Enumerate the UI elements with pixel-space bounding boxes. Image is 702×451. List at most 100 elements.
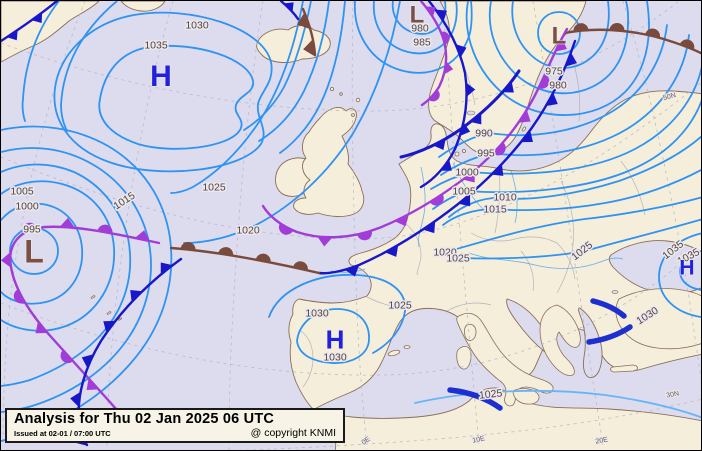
front-symbol-tri [81, 354, 94, 369]
front-symbol-semi [428, 90, 440, 102]
pressure-label: 1030 [305, 308, 329, 320]
copyright-notice: @ copyright KNMI [250, 427, 336, 439]
river-rhine [418, 166, 426, 248]
isobar [258, 1, 330, 142]
info-box: Analysis for Thu 02 Jan 2025 06 UTC Issu… [5, 408, 345, 443]
cold-front-denmark [399, 69, 521, 159]
front-symbol-tri [296, 12, 311, 30]
front-symbol-semi [538, 74, 550, 89]
pressure-label: 1000 [455, 167, 479, 179]
pressure-label: 1005 [452, 186, 476, 198]
great-britain-coast [293, 107, 365, 217]
isobar-1015-low [1, 147, 152, 413]
jet-streak-tunisia [447, 387, 503, 411]
azores-1 [90, 295, 96, 299]
isobar [60, 1, 118, 132]
pressure-label: 975 [545, 66, 563, 78]
front-symbol-tri [103, 320, 116, 333]
sicily-coast [512, 388, 540, 405]
river-danube [468, 252, 624, 269]
isobar-980-norway [391, 1, 447, 35]
front-symbol-tri [160, 262, 173, 275]
pressure-label: 1025 [478, 387, 503, 401]
front-symbol-semi [13, 289, 25, 304]
isobar-1000-low [1, 202, 83, 305]
isobar-1030-blacksea [658, 232, 701, 318]
isobar [279, 1, 346, 154]
isobar [354, 1, 473, 74]
front-symbol-semi [293, 261, 308, 271]
isobar-1030-spain [296, 308, 370, 364]
isobar-1005-low [1, 180, 115, 332]
azores-3 [118, 317, 122, 321]
jet-streak-south-aegean [586, 324, 633, 345]
pressure-centers-layer: H H H L L L [23, 1, 695, 355]
isobar [488, 1, 629, 95]
isobar-990 [438, 24, 668, 158]
isobar [511, 1, 610, 69]
front-symbol-tri [31, 12, 43, 23]
front-symbol-tri [555, 38, 567, 52]
shetland-islands [355, 97, 361, 103]
balearic-islands [387, 349, 401, 357]
jet-streak-north-aegean [590, 298, 627, 319]
low-pressure-center: L [552, 23, 567, 50]
gotland [521, 126, 527, 132]
lake-vanern [466, 110, 476, 116]
isobar-1035-high [98, 45, 254, 150]
azores-2 [106, 311, 112, 315]
river-vistula [510, 170, 518, 224]
pressure-label: 1005 [10, 186, 34, 198]
low-pressure-center: L [410, 2, 425, 29]
front-symbol-tri [466, 82, 476, 97]
pressure-label: 1030 [185, 20, 209, 32]
isobar-1020 [452, 196, 701, 251]
front-symbol-semi [573, 23, 589, 32]
occluded-front-channel [261, 27, 569, 239]
pressure-label: 1020 [433, 247, 457, 259]
pressure-label: 1015 [111, 190, 137, 213]
front-symbol-tri [459, 122, 471, 137]
front-symbol-tri [435, 9, 447, 22]
front-symbol-semi [609, 22, 625, 32]
pressure-label: 1015 [483, 204, 507, 216]
front-symbol-semi [278, 223, 293, 235]
front-symbol-tri [455, 44, 467, 58]
greenland-east-tip [120, 1, 166, 12]
high-pressure-center: H [326, 324, 345, 354]
front-symbol-tri [520, 130, 533, 143]
front-symbol-tri [303, 38, 316, 57]
isobar-1035-blacksea [679, 250, 701, 291]
front-symbol-tri [130, 290, 143, 302]
cold-front-sweden [419, 1, 468, 189]
front-symbol-tri [470, 113, 482, 125]
isobar-1000 [430, 66, 701, 190]
front-symbol-tri [1, 252, 11, 268]
isobar-985-norway [372, 1, 458, 55]
occluded-front-atlantic-spiral [9, 225, 161, 419]
isobar-1005 [432, 99, 701, 210]
front-symbol-semi [97, 224, 113, 234]
danish-islands-2 [461, 148, 466, 153]
marmara-sea [611, 290, 619, 294]
grid-label: 20E [595, 436, 609, 445]
front-symbol-tri [385, 245, 399, 257]
isobar [465, 1, 650, 116]
corsica [464, 324, 477, 341]
high-pressure-center: H [150, 60, 172, 93]
greece-coast [539, 304, 581, 376]
pressure-label: 1030 [323, 352, 347, 364]
isobar-1020-low [1, 125, 173, 442]
front-symbol-semi [22, 222, 37, 234]
border-de-cz [470, 232, 558, 244]
pressure-label: 1020 [236, 225, 260, 237]
meridian-20e [532, 1, 604, 446]
border-fr-de [404, 222, 422, 276]
isobar-1025-atlantic [170, 1, 304, 194]
pressure-label: 1025 [446, 253, 470, 265]
isobar-995 [440, 34, 690, 176]
front-symbol-tri [433, 138, 446, 150]
pressure-label: 995 [477, 148, 495, 160]
